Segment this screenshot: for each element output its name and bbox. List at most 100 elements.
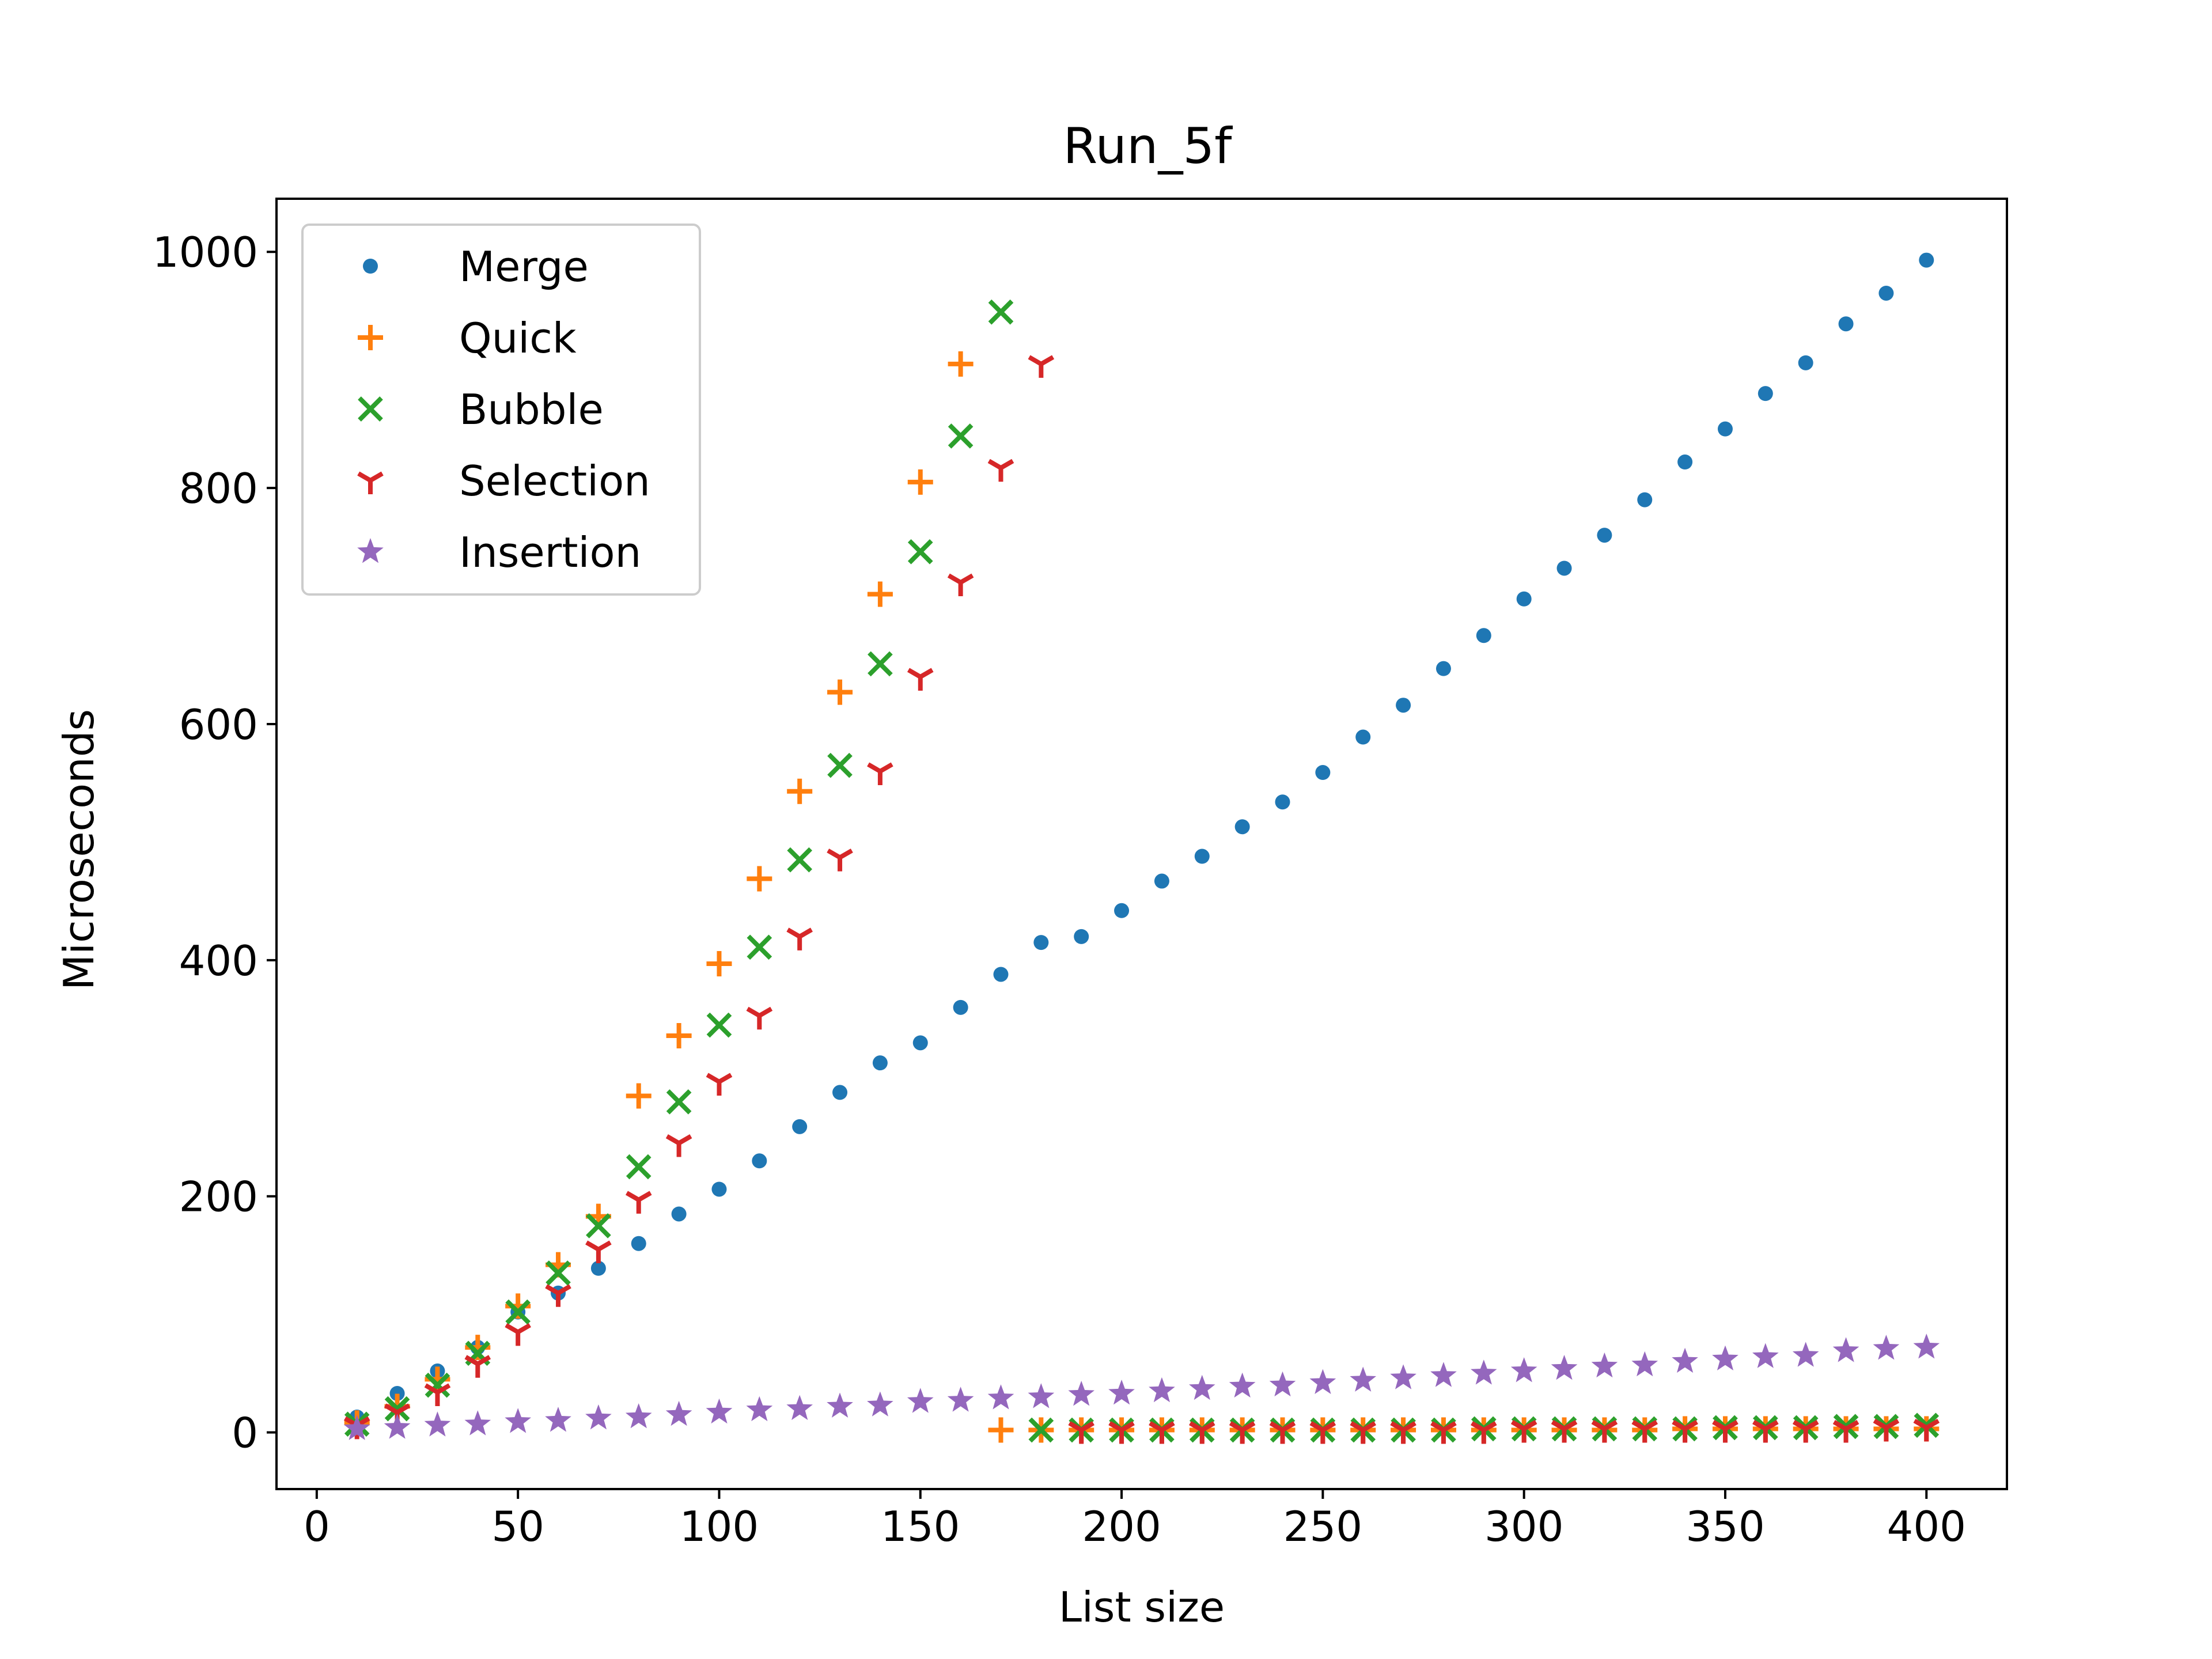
point-insertion [1591,1352,1618,1378]
point-selection [1510,1420,1537,1443]
point-insertion [947,1387,974,1412]
x-tick-label: 350 [1685,1502,1764,1551]
point-selection [1309,1421,1336,1444]
point-quick [827,679,853,705]
point-merge [1315,765,1331,781]
point-merge [1154,873,1169,889]
point-bubble [827,752,853,778]
point-merge [872,1055,888,1071]
point-insertion [706,1398,733,1424]
y-tick-label: 400 [179,937,258,985]
point-merge [711,1181,727,1197]
point-merge [953,999,968,1015]
x-axis-label: List size [1059,1583,1225,1631]
x-tick-label: 100 [680,1502,759,1551]
point-quick [666,1023,692,1049]
legend-label-insertion: Insertion [459,528,641,577]
point-bubble [425,1372,450,1398]
point-insertion [1752,1343,1779,1368]
point-selection [987,459,1014,482]
point-merge [1677,454,1693,470]
point-merge [1114,903,1130,918]
point-selection [1873,1418,1900,1442]
point-insertion [1028,1383,1055,1408]
point-merge [1516,591,1532,607]
point-bubble [988,299,1014,325]
point-insertion [1471,1359,1497,1385]
point-selection [1149,1421,1175,1444]
x-tick-label: 200 [1082,1502,1161,1551]
point-selection [1712,1420,1738,1443]
y-tick-label: 600 [179,700,258,749]
legend-marker-bubble [358,396,383,422]
legend-entry-selection: Selection [357,457,650,505]
point-insertion [1792,1342,1819,1367]
legend-entry-insertion: Insertion [357,528,641,577]
point-insertion [746,1396,773,1422]
point-insertion [867,1391,893,1416]
series-bubble [344,299,1940,1443]
point-selection [464,1355,491,1378]
point-quick [747,866,772,892]
point-selection [947,573,974,597]
point-bubble [787,847,813,873]
legend-label-selection: Selection [459,457,650,505]
x-tick-label: 300 [1484,1502,1563,1551]
point-selection [1752,1420,1779,1443]
point-merge [993,967,1009,982]
series-merge [349,252,1934,1425]
x-tick-label: 400 [1887,1502,1966,1551]
point-insertion [424,1411,451,1437]
legend-marker-quick [358,325,383,350]
point-bubble [907,539,933,565]
point-insertion [987,1384,1014,1410]
point-insertion [464,1410,491,1435]
point-selection [505,1323,531,1346]
point-merge [1597,528,1612,543]
point-insertion [585,1404,612,1430]
point-selection [1591,1420,1618,1443]
point-insertion [827,1392,853,1418]
point-insertion [1832,1337,1859,1362]
point-quick [706,951,732,977]
point-merge [1556,560,1572,576]
point-quick [626,1083,652,1109]
point-insertion [1913,1334,1940,1359]
point-merge [1275,794,1290,810]
point-selection [1832,1420,1859,1443]
point-selection [1551,1420,1578,1443]
point-selection [827,849,853,872]
y-tick-label: 800 [179,464,258,513]
point-insertion [786,1395,813,1421]
point-insertion [1510,1357,1537,1382]
point-insertion [1631,1351,1658,1377]
point-insertion [343,1415,370,1440]
point-selection [585,1240,612,1263]
point-insertion [505,1408,531,1433]
point-selection [1631,1420,1658,1443]
point-merge [1838,316,1854,332]
point-merge [1194,849,1210,864]
legend-entry-merge: Merge [363,243,589,291]
point-bubble [626,1154,652,1180]
y-tick-label: 1000 [153,228,258,276]
point-quick [948,351,974,377]
point-bubble [666,1089,692,1115]
point-insertion [1712,1345,1738,1370]
point-insertion [1672,1347,1698,1373]
legend-box [301,224,701,596]
point-insertion [1189,1374,1215,1400]
point-merge [1355,729,1371,745]
legend-entry-quick: Quick [358,314,577,362]
point-selection [1068,1421,1094,1444]
y-axis-label: Microseconds [55,709,103,990]
x-tick-label: 0 [304,1502,330,1551]
legend-label-merge: Merge [459,243,589,291]
point-merge [1758,386,1773,402]
point-merge [1033,935,1049,950]
point-merge [1637,492,1653,507]
point-insertion [665,1400,692,1426]
legend-marker-selection [357,471,384,494]
point-merge [912,1035,928,1051]
